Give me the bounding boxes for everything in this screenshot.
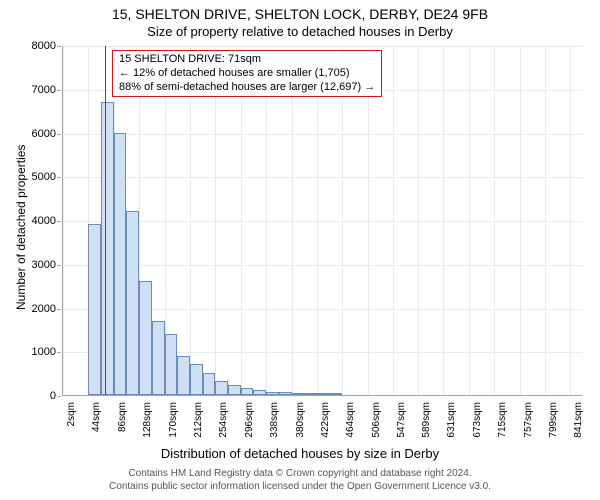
- chart-container: 15, SHELTON DRIVE, SHELTON LOCK, DERBY, …: [0, 0, 600, 500]
- y-tick-label: 1000: [22, 346, 56, 358]
- gridline-h: [63, 177, 582, 178]
- x-axis-label: Distribution of detached houses by size …: [0, 446, 600, 461]
- x-tick-label: 464sqm: [345, 402, 356, 438]
- gridline-h: [63, 46, 582, 47]
- gridline-h: [63, 265, 582, 266]
- x-tick-label: 2sqm: [66, 402, 77, 426]
- y-tick-label: 7000: [22, 84, 56, 96]
- y-tick-label: 2000: [22, 303, 56, 315]
- chart-title-line1: 15, SHELTON DRIVE, SHELTON LOCK, DERBY, …: [0, 6, 600, 22]
- x-tick-label: 254sqm: [218, 402, 229, 438]
- footer-text: Contains HM Land Registry data © Crown c…: [0, 468, 600, 493]
- gridline-v: [63, 46, 64, 395]
- x-tick-label: 547sqm: [396, 402, 407, 438]
- histogram-bar: [203, 373, 216, 395]
- x-tick-label: 589sqm: [421, 402, 432, 438]
- x-tick-label: 715sqm: [497, 402, 508, 438]
- histogram-bar: [165, 334, 178, 395]
- gridline-v: [317, 46, 318, 395]
- gridline-v: [469, 46, 470, 395]
- histogram-bar: [177, 356, 190, 395]
- gridline-v: [545, 46, 546, 395]
- x-tick-label: 506sqm: [371, 402, 382, 438]
- reference-line: [105, 46, 106, 395]
- y-axis-label: Number of detached properties: [14, 145, 28, 310]
- histogram-bar: [330, 393, 343, 395]
- y-tick-label: 6000: [22, 128, 56, 140]
- gridline-v: [368, 46, 369, 395]
- gridline-h: [63, 221, 582, 222]
- x-tick-label: 631sqm: [446, 402, 457, 438]
- gridline-v: [342, 46, 343, 395]
- x-tick-label: 212sqm: [193, 402, 204, 438]
- histogram-bar: [241, 388, 254, 395]
- histogram-bar: [292, 393, 305, 395]
- histogram-bar: [88, 224, 101, 395]
- legend-line: 88% of semi-detached houses are larger (…: [119, 81, 375, 95]
- footer-line2: Contains public sector information licen…: [109, 481, 491, 492]
- histogram-bar: [253, 390, 266, 395]
- legend-line: ← 12% of detached houses are smaller (1,…: [119, 67, 375, 81]
- histogram-bar: [279, 392, 292, 395]
- gridline-v: [393, 46, 394, 395]
- gridline-h: [63, 134, 582, 135]
- histogram-bar: [114, 133, 127, 396]
- x-tick-label: 673sqm: [472, 402, 483, 438]
- gridline-v: [292, 46, 293, 395]
- x-tick-label: 86sqm: [117, 402, 128, 432]
- gridline-v: [266, 46, 267, 395]
- y-tick-label: 0: [22, 390, 56, 402]
- x-tick-label: 799sqm: [548, 402, 559, 438]
- y-tick-label: 3000: [22, 259, 56, 271]
- histogram-bar: [190, 364, 203, 395]
- x-tick-label: 128sqm: [142, 402, 153, 438]
- x-tick-label: 841sqm: [573, 402, 584, 438]
- gridline-v: [443, 46, 444, 395]
- histogram-bar: [139, 281, 152, 395]
- legend-box: 15 SHELTON DRIVE: 71sqm ← 12% of detache…: [112, 50, 382, 97]
- x-tick-label: 422sqm: [320, 402, 331, 438]
- histogram-bar: [215, 381, 228, 395]
- x-tick-label: 44sqm: [91, 402, 102, 432]
- y-tick-label: 5000: [22, 171, 56, 183]
- gridline-v: [520, 46, 521, 395]
- histogram-bar: [101, 102, 114, 395]
- x-tick-label: 170sqm: [168, 402, 179, 438]
- plot-area: [62, 46, 582, 396]
- x-tick-label: 296sqm: [244, 402, 255, 438]
- histogram-bar: [152, 321, 165, 395]
- y-tick-label: 8000: [22, 40, 56, 52]
- histogram-bar: [317, 393, 330, 395]
- y-tick-label: 4000: [22, 215, 56, 227]
- x-tick-label: 380sqm: [295, 402, 306, 438]
- gridline-v: [190, 46, 191, 395]
- x-tick-label: 757sqm: [523, 402, 534, 438]
- chart-title-line2: Size of property relative to detached ho…: [0, 24, 600, 39]
- gridline-v: [494, 46, 495, 395]
- histogram-bar: [266, 392, 279, 396]
- histogram-bar: [228, 385, 241, 395]
- gridline-v: [241, 46, 242, 395]
- legend-line: 15 SHELTON DRIVE: 71sqm: [119, 53, 375, 67]
- gridline-v: [570, 46, 571, 395]
- footer-line1: Contains HM Land Registry data © Crown c…: [128, 468, 471, 479]
- gridline-v: [215, 46, 216, 395]
- histogram-bar: [304, 393, 317, 395]
- gridline-v: [418, 46, 419, 395]
- x-tick-label: 338sqm: [269, 402, 280, 438]
- histogram-bar: [126, 211, 139, 395]
